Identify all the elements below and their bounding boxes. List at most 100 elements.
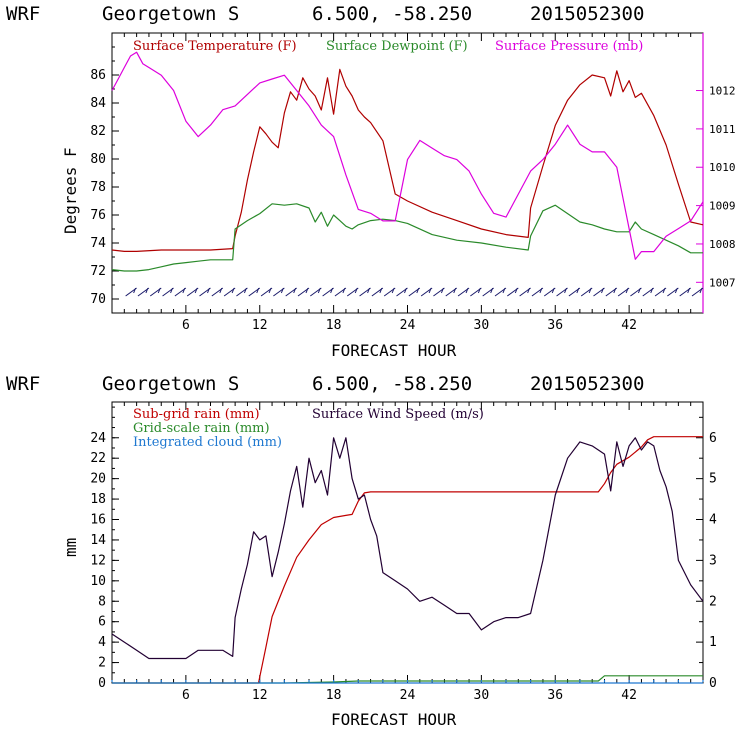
x-tick-label: 36 <box>547 688 563 703</box>
y-tick-label: 12 <box>90 553 106 568</box>
x-tick-label: 24 <box>400 318 416 333</box>
wind-barb-flag <box>502 287 506 294</box>
wind-barb-flag <box>551 287 555 294</box>
wind-barb <box>322 287 334 297</box>
panel2-xlabel: FORECAST HOUR <box>331 710 457 729</box>
wind-barb <box>667 287 679 297</box>
wind-barb-flag <box>354 287 358 294</box>
wind-barb-flag <box>157 287 161 294</box>
wind-barb <box>519 287 531 297</box>
wind-barb-flag <box>699 287 703 294</box>
x-tick-label: 6 <box>182 318 190 333</box>
wind-barb <box>433 287 445 297</box>
precipitation-panel: 6 12 18 24 30 36 42024681012141618202224012345… <box>61 401 717 729</box>
wind-barb <box>211 287 224 297</box>
panel1-header-init: 2015052300 <box>530 3 644 25</box>
y-tick-label: 72 <box>90 264 106 279</box>
wind-barb <box>383 287 396 297</box>
wind-barb-flag <box>613 287 617 294</box>
wind-barb-flag <box>527 287 531 294</box>
wind-barb-flag <box>416 287 420 294</box>
x-tick-label: 30 <box>474 688 490 703</box>
wind-barb-flag <box>404 287 407 294</box>
wind-barb <box>420 287 433 297</box>
sub-grid-rain-mm-line <box>112 436 703 684</box>
wind-barb-flag <box>588 287 592 294</box>
x-tick-label: 24 <box>400 688 416 703</box>
surface-wind-speed-m-s-line <box>111 437 704 660</box>
wind-barb <box>248 287 261 297</box>
wind-barb <box>470 287 482 297</box>
wind-barb <box>371 287 384 297</box>
wind-barb <box>223 287 236 297</box>
panel1-header-model: WRF <box>6 3 40 25</box>
y2-tick-label: 1 <box>709 635 717 650</box>
wind-barb-flag <box>145 287 149 294</box>
wind-barb-flag <box>342 287 346 294</box>
wind-barb <box>531 287 544 297</box>
panel2-ylabel: mm <box>61 538 80 557</box>
wind-barb <box>679 287 691 297</box>
wind-barb-flag <box>650 287 654 294</box>
wind-barb <box>580 287 593 297</box>
y-tick-label: 6 <box>98 615 106 630</box>
y-tick-label: 80 <box>90 152 106 167</box>
wind-barb <box>593 287 605 297</box>
panel1-header-coords: 6.500, -58.250 <box>312 3 472 25</box>
wind-barb <box>149 287 162 297</box>
y2-tick-label: 1010 <box>709 161 736 174</box>
wind-barb <box>482 287 494 297</box>
y-tick-label: 82 <box>90 124 106 139</box>
wind-barb <box>568 287 581 297</box>
wind-barb-flag <box>662 287 666 294</box>
x-tick-label: 42 <box>621 688 637 703</box>
legend-gridscale-rain: Grid-scale rain (mm) <box>133 421 270 436</box>
wind-barb-flag <box>601 287 604 294</box>
wind-barb <box>494 287 507 297</box>
y-tick-label: 4 <box>98 635 106 650</box>
y-tick-label: 10 <box>90 574 106 589</box>
wind-barb <box>297 287 310 297</box>
wind-barb-flag <box>539 287 543 294</box>
wind-barb <box>556 287 568 297</box>
wind-barb <box>236 287 248 297</box>
wind-barb <box>125 287 137 297</box>
panel2-header-coords: 6.500, -58.250 <box>312 373 472 395</box>
wind-barb-flag <box>219 287 223 294</box>
panel2-header-model: WRF <box>6 373 40 395</box>
wind-barb-flag <box>576 287 580 294</box>
y-tick-label: 0 <box>98 676 106 691</box>
wind-barb-flag <box>440 287 444 294</box>
y-tick-label: 76 <box>90 208 106 223</box>
wind-barb <box>605 287 618 297</box>
panel1-axes: 6 12 18 24 30 36 42 70 72 74 76 78 80 82 84 86 1007 1008 1… <box>90 32 736 333</box>
wind-barb-flag <box>490 287 494 294</box>
wind-barb-row <box>125 287 704 297</box>
surface-dewpoint-f-line <box>111 203 703 272</box>
y-tick-label: 84 <box>90 96 106 111</box>
x-tick-label: 12 <box>252 318 268 333</box>
y2-tick-label: 1012 <box>709 85 736 98</box>
panel2-header-location: Georgetown S <box>102 373 239 395</box>
x-tick-label: 36 <box>547 318 563 333</box>
wind-barb <box>273 287 285 297</box>
y2-tick-label: 6 <box>709 431 717 446</box>
panel1-ylabel: Degrees F <box>61 147 80 234</box>
x-tick-label: 42 <box>621 318 637 333</box>
y2-tick-label: 0 <box>709 676 717 691</box>
y-tick-label: 8 <box>98 594 106 609</box>
wind-barb <box>137 287 150 297</box>
legend-subgrid-rain: Sub-grid rain (mm) <box>133 407 260 422</box>
wind-barb-flag <box>256 287 260 294</box>
x-tick-label: 12 <box>252 688 268 703</box>
y-tick-label: 22 <box>90 451 106 466</box>
wind-barb-flag <box>170 287 174 294</box>
y2-tick-label: 3 <box>709 553 717 568</box>
x-tick-label: 30 <box>474 318 490 333</box>
x-tick-label: 18 <box>326 318 342 333</box>
y2-tick-label: 1007 <box>709 276 736 289</box>
wind-barb-flag <box>280 287 284 294</box>
wind-barb <box>654 287 667 297</box>
